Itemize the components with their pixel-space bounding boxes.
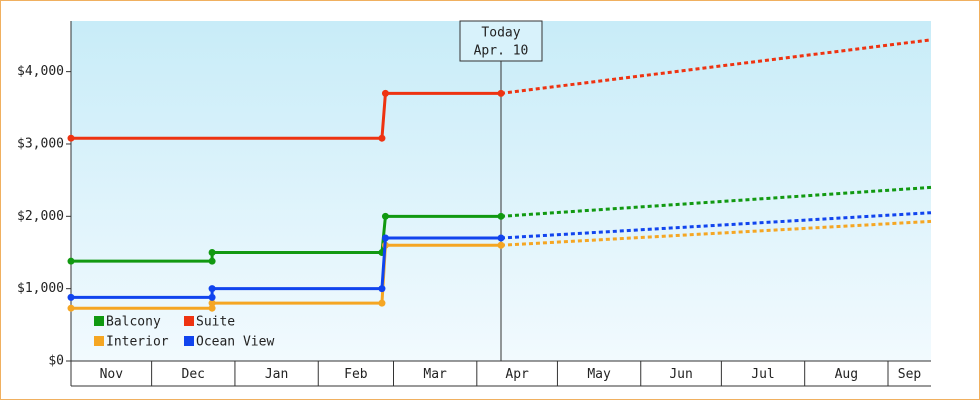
today-label: Apr. 10: [474, 44, 529, 59]
x-tick-label: Jan: [265, 367, 288, 382]
x-tick-label: Feb: [344, 367, 368, 382]
point: [381, 89, 389, 97]
y-tick-label: $1,000: [17, 281, 64, 296]
point: [378, 299, 386, 307]
series-line: [71, 214, 501, 263]
point: [208, 293, 216, 301]
point: [497, 89, 505, 97]
legend-swatch: [184, 336, 194, 346]
point: [497, 212, 505, 220]
x-tick-label: Sep: [898, 367, 922, 382]
forecast-line: [500, 211, 932, 240]
point: [208, 257, 216, 265]
forecast-line: [500, 185, 932, 218]
point: [67, 304, 75, 312]
forecast-line: [500, 219, 932, 247]
series-line: [71, 91, 501, 140]
x-tick-label: Jul: [751, 367, 774, 382]
x-tick-label: Jun: [669, 367, 692, 382]
legend-swatch: [184, 316, 194, 326]
legend-label: Suite: [196, 315, 235, 330]
point: [208, 248, 216, 256]
point: [381, 212, 389, 220]
point: [497, 234, 505, 242]
x-tick-label: Apr: [505, 367, 529, 382]
x-tick-label: Nov: [100, 367, 124, 382]
point: [208, 285, 216, 293]
series-line: [71, 236, 501, 299]
x-tick-label: Aug: [835, 367, 858, 382]
y-tick-label: $3,000: [17, 136, 64, 151]
x-tick-label: Dec: [182, 367, 205, 382]
point: [378, 134, 386, 142]
point: [378, 285, 386, 293]
legend-label: Ocean View: [196, 335, 274, 350]
series-line: [71, 243, 501, 310]
y-tick-label: $0: [48, 354, 64, 369]
point: [208, 299, 216, 307]
today-box: [459, 20, 543, 62]
x-tick-label: May: [587, 367, 611, 382]
x-tick-label: Mar: [423, 367, 447, 382]
point: [67, 257, 75, 265]
legend-label: Interior: [106, 335, 169, 350]
point: [67, 134, 75, 142]
y-tick-label: $4,000: [17, 64, 64, 79]
today-label: Today: [481, 26, 520, 41]
point: [497, 241, 505, 249]
point: [381, 234, 389, 242]
y-tick-label: $2,000: [17, 209, 64, 224]
legend-swatch: [94, 336, 104, 346]
point: [67, 293, 75, 301]
forecast-line: [500, 38, 932, 95]
legend-label: Balcony: [106, 315, 161, 330]
point: [208, 304, 216, 312]
legend-swatch: [94, 316, 104, 326]
